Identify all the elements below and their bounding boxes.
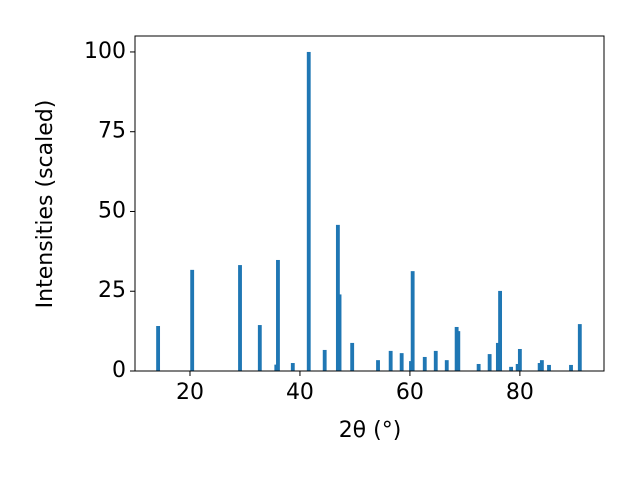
bar (410, 271, 415, 371)
bar (498, 290, 503, 371)
bar (509, 366, 514, 371)
bar (399, 353, 404, 371)
bar (238, 265, 242, 371)
bar (456, 331, 461, 371)
bar (422, 356, 427, 371)
y-tick-label: 50 (98, 198, 126, 223)
bar (515, 363, 520, 371)
plot-frame (134, 35, 605, 372)
bar (306, 51, 311, 371)
bar (156, 326, 161, 371)
bar (257, 325, 262, 371)
bar (495, 342, 500, 371)
bar (547, 364, 551, 371)
bar (476, 363, 481, 371)
bar (577, 324, 582, 371)
y-tick-label: 100 (84, 39, 126, 64)
bar (376, 360, 380, 371)
x-tick-label: 80 (506, 380, 534, 405)
y-tick-label: 25 (98, 278, 126, 303)
x-tick-label: 20 (176, 380, 204, 405)
bar (190, 269, 195, 371)
bar (517, 348, 522, 371)
bar (539, 360, 544, 371)
bar (337, 294, 342, 371)
x-tick-label: 60 (396, 380, 424, 405)
x-axis-label: 2θ (°) (339, 418, 402, 443)
bar (433, 350, 438, 371)
bar (487, 354, 492, 371)
y-tick-label: 75 (98, 119, 126, 144)
x-tick-label: 40 (286, 380, 314, 405)
bar (322, 349, 327, 371)
bar (276, 259, 280, 371)
bar (388, 350, 393, 371)
bar (569, 364, 573, 371)
bar (537, 363, 542, 371)
y-axis-label: Intensities (scaled) (33, 100, 58, 309)
bar (444, 360, 449, 371)
bar (290, 363, 295, 371)
bar (350, 342, 355, 371)
y-tick-label: 0 (112, 358, 126, 383)
